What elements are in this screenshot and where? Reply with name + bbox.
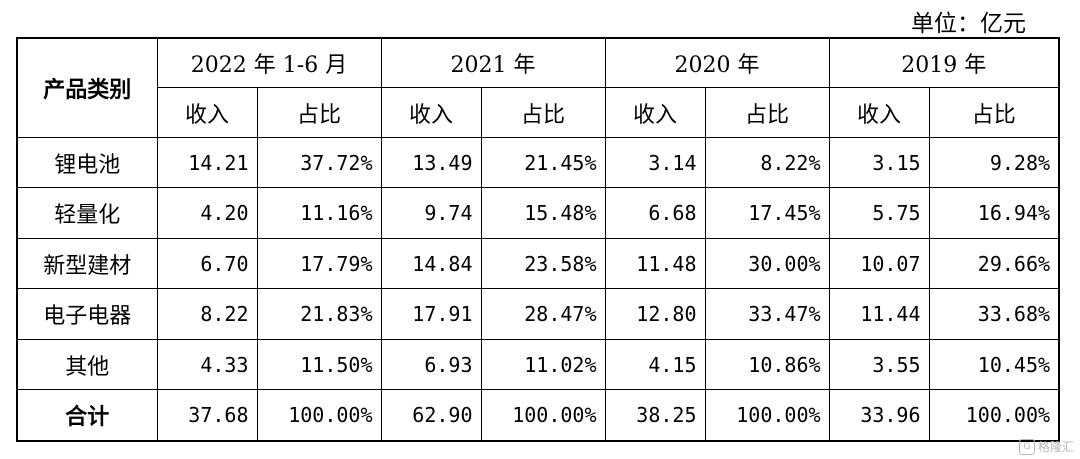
revenue-cell: 3.15 (828, 136, 930, 189)
revenue-cell: 14.84 (380, 237, 482, 290)
share-cell: 10.45% (928, 338, 1060, 391)
revenue-cell: 13.49 (380, 136, 482, 189)
share-cell: 10.86% (704, 338, 830, 391)
revenue-cell: 33.96 (828, 389, 930, 442)
revenue-cell: 10.07 (828, 237, 930, 290)
table-row: 轻量化 4.20 11.16% 9.74 15.48% 6.68 17.45% 5.75 16.… (16, 187, 1060, 239)
category-cell: 锂电池 (16, 136, 158, 189)
period-header: 2021 年 (380, 37, 606, 89)
revenue-cell: 6.70 (156, 237, 258, 290)
unit-label: 单位：亿元 (911, 11, 1026, 37)
revenue-cell: 3.55 (828, 338, 930, 391)
share-cell: 30.00% (704, 237, 830, 290)
revenue-header: 收入 (156, 87, 258, 138)
revenue-cell: 14.21 (156, 136, 258, 189)
watermark-text: 格隆汇 (1037, 440, 1074, 454)
revenue-cell: 6.93 (380, 338, 482, 391)
revenue-cell: 38.25 (604, 389, 706, 442)
revenue-cell: 4.15 (604, 338, 706, 391)
share-cell: 11.16% (256, 187, 382, 239)
share-cell: 100.00% (480, 389, 606, 442)
revenue-cell: 6.68 (604, 187, 706, 239)
category-cell: 合计 (16, 389, 158, 442)
revenue-cell: 4.33 (156, 338, 258, 391)
share-cell: 33.47% (704, 288, 830, 340)
table-row: 合计 37.68 100.00% 62.90 100.00% 38.25 100.00% 33… (16, 389, 1060, 442)
share-cell: 21.45% (480, 136, 606, 189)
share-cell: 100.00% (928, 389, 1060, 442)
revenue-cell: 12.80 (604, 288, 706, 340)
revenue-cell: 8.22 (156, 288, 258, 340)
revenue-header: 收入 (604, 87, 706, 138)
category-cell: 其他 (16, 338, 158, 391)
share-cell: 21.83% (256, 288, 382, 340)
revenue-cell: 11.44 (828, 288, 930, 340)
category-header: 产品类别 (16, 37, 158, 138)
share-cell: 28.47% (480, 288, 606, 340)
category-cell: 电子电器 (16, 288, 158, 340)
period-header: 2020 年 (604, 37, 830, 89)
table-row: 新型建材 6.70 17.79% 14.84 23.58% 11.48 30.00% 10.0… (16, 237, 1060, 290)
share-cell: 16.94% (928, 187, 1060, 239)
revenue-table: 产品类别 2022 年 1-6 月 2021 年 2020 年 2019 年 收… (16, 37, 1061, 442)
share-cell: 17.79% (256, 237, 382, 290)
revenue-cell: 17.91 (380, 288, 482, 340)
share-cell: 23.58% (480, 237, 606, 290)
share-cell: 15.48% (480, 187, 606, 239)
table-row: 锂电池 14.21 37.72% 13.49 21.45% 3.14 8.22% 3.15 9.… (16, 136, 1060, 189)
table-body: 锂电池 14.21 37.72% 13.49 21.45% 3.14 8.22% 3.15 9.… (16, 136, 1060, 442)
revenue-cell: 4.20 (156, 187, 258, 239)
share-cell: 33.68% (928, 288, 1060, 340)
share-cell: 9.28% (928, 136, 1060, 189)
table-row: 其他 4.33 11.50% 6.93 11.02% 4.15 10.86% 3.55 10.4… (16, 338, 1060, 391)
watermark: G 格隆汇 (1018, 438, 1074, 455)
header-row-metrics: 收入 占比 收入 占比 收入 占比 收入 占比 (17, 87, 1060, 138)
revenue-cell: 9.74 (380, 187, 482, 239)
share-header: 占比 (256, 87, 382, 138)
share-header: 占比 (928, 87, 1060, 138)
category-cell: 轻量化 (16, 187, 158, 239)
share-cell: 100.00% (256, 389, 382, 442)
revenue-cell: 37.68 (156, 389, 258, 442)
share-cell: 100.00% (704, 389, 830, 442)
share-cell: 29.66% (928, 237, 1060, 290)
header-row-periods: 产品类别 2022 年 1-6 月 2021 年 2020 年 2019 年 (16, 37, 1060, 138)
share-header: 占比 (480, 87, 606, 138)
share-cell: 11.02% (480, 338, 606, 391)
revenue-cell: 62.90 (380, 389, 482, 442)
share-header: 占比 (704, 87, 830, 138)
category-cell: 新型建材 (16, 237, 158, 290)
period-header: 2022 年 1-6 月 (156, 37, 382, 89)
revenue-header: 收入 (380, 87, 482, 138)
revenue-cell: 5.75 (828, 187, 930, 239)
share-cell: 8.22% (704, 136, 830, 189)
table-row: 电子电器 8.22 21.83% 17.91 28.47% 12.80 33.47% 11.4… (16, 288, 1060, 340)
share-cell: 17.45% (704, 187, 830, 239)
revenue-header: 收入 (828, 87, 930, 138)
period-header: 2019 年 (828, 37, 1060, 89)
revenue-cell: 3.14 (604, 136, 706, 189)
logo-icon: G (1018, 438, 1035, 455)
revenue-cell: 11.48 (604, 237, 706, 290)
share-cell: 37.72% (256, 136, 382, 189)
share-cell: 11.50% (256, 338, 382, 391)
